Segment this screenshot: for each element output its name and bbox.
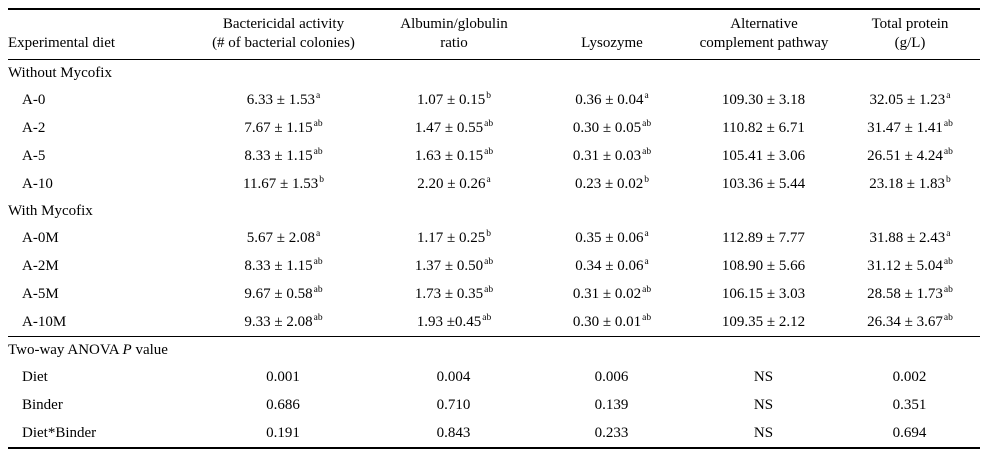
table-cell: 1.63 ± 0.15ab (414, 147, 494, 164)
table-cell: 109.35 ± 2.12 (721, 314, 806, 330)
table-cell: 0.139 (594, 397, 629, 413)
table-cell: 5.67 ± 2.08a (246, 229, 321, 246)
section-title: Without Mycofix (8, 65, 112, 81)
table-row: A-0 6.33 ± 1.53a 1.07 ± 0.15b 0.36 ± 0.0… (8, 86, 980, 114)
table-cell: 0.001 (266, 369, 300, 385)
row-label: A-5M (22, 286, 59, 302)
table-cell: 1.73 ± 0.35ab (414, 285, 494, 302)
table-cell: NS (753, 397, 774, 413)
section-title: With Mycofix (8, 203, 93, 219)
table-cell: 7.67 ± 1.15ab (244, 119, 323, 136)
row-label: A-5 (22, 148, 46, 164)
row-label: A-10 (22, 176, 53, 192)
table-cell: 112.89 ± 7.77 (722, 230, 805, 246)
table-cell: 9.33 ± 2.08ab (244, 313, 323, 330)
table-cell: 0.30 ± 0.01ab (572, 313, 652, 330)
table-row: Diet*Binder 0.191 0.843 0.233 NS 0.694 (8, 419, 980, 448)
table-cell: 1.37 ± 0.50ab (414, 257, 494, 274)
section-title: Two-way ANOVA P value (8, 336, 980, 363)
col-header-alternative-complement-pathway: Alternative complement pathway (688, 9, 840, 60)
table-cell: 2.20 ± 0.26a (417, 175, 491, 192)
table-cell: 31.12 ± 5.04ab (867, 257, 953, 274)
header-row: Experimental diet Bactericidal activity … (8, 9, 980, 60)
table-cell: 1.93 ±0.45ab (416, 313, 492, 330)
table-cell: 0.31 ± 0.02ab (572, 285, 652, 302)
table-row: Diet 0.001 0.004 0.006 NS 0.002 (8, 363, 980, 391)
row-label: A-2 (22, 120, 46, 136)
table-cell: 0.35 ± 0.06a (575, 229, 649, 246)
table-cell: 109.30 ± 3.18 (721, 92, 806, 108)
table-cell: 23.18 ± 1.83b (869, 175, 951, 192)
table-cell: 31.88 ± 2.43a (869, 229, 951, 246)
table-cell: 110.82 ± 6.71 (722, 120, 805, 136)
table-row: Binder 0.686 0.710 0.139 NS 0.351 (8, 391, 980, 419)
col-header-total-protein: Total protein (g/L) (840, 9, 980, 60)
table-cell: NS (753, 425, 774, 441)
row-label: A-10M (22, 314, 67, 330)
row-label: A-0M (22, 230, 59, 246)
col-header-albumin-globulin-ratio: Albumin/globulin ratio (372, 9, 536, 60)
table-cell: 26.51 ± 4.24ab (867, 147, 953, 164)
row-label: Diet (22, 369, 48, 385)
table-cell: 28.58 ± 1.73ab (867, 285, 953, 302)
results-table: Experimental diet Bactericidal activity … (8, 8, 980, 449)
table-cell: 0.30 ± 0.05ab (572, 119, 652, 136)
section-with-mycofix: With Mycofix A-0M 5.67 ± 2.08a 1.17 ± 0.… (8, 198, 980, 337)
section-title-row: With Mycofix (8, 198, 980, 224)
table-cell: 1.17 ± 0.25b (417, 229, 491, 246)
table-cell: 1.47 ± 0.55ab (414, 119, 494, 136)
table-row: A-0M 5.67 ± 2.08a 1.17 ± 0.25b 0.35 ± 0.… (8, 224, 980, 252)
table-cell: 0.31 ± 0.03ab (572, 147, 652, 164)
table-cell: 106.15 ± 3.03 (721, 286, 806, 302)
table-cell: 0.233 (594, 425, 629, 441)
table-cell: 8.33 ± 1.15ab (244, 147, 323, 164)
section-without-mycofix: Without Mycofix A-0 6.33 ± 1.53a 1.07 ± … (8, 60, 980, 199)
table-cell: 0.686 (266, 397, 300, 413)
col-header-lysozyme: Lysozyme (536, 9, 688, 60)
table-cell: 11.67 ± 1.53b (243, 175, 324, 192)
table-cell: 0.006 (594, 369, 629, 385)
table-cell: 0.36 ± 0.04a (575, 91, 649, 108)
table-cell: 0.694 (892, 425, 927, 441)
table-cell: 26.34 ± 3.67ab (867, 313, 953, 330)
table-cell: 32.05 ± 1.23a (869, 91, 951, 108)
table-row: A-2 7.67 ± 1.15ab 1.47 ± 0.55ab 0.30 ± 0… (8, 114, 980, 142)
table-row: A-10M 9.33 ± 2.08ab 1.93 ±0.45ab 0.30 ± … (8, 308, 980, 337)
table-row: A-5 8.33 ± 1.15ab 1.63 ± 0.15ab 0.31 ± 0… (8, 142, 980, 170)
section-title-row: Without Mycofix (8, 60, 980, 87)
table-cell: 1.07 ± 0.15b (417, 91, 491, 108)
table-row: A-2M 8.33 ± 1.15ab 1.37 ± 0.50ab 0.34 ± … (8, 252, 980, 280)
table-cell: 0.710 (436, 397, 471, 413)
table-row: A-5M 9.67 ± 0.58ab 1.73 ± 0.35ab 0.31 ± … (8, 280, 980, 308)
col-header-bactericidal-activity: Bactericidal activity (# of bacterial co… (195, 9, 372, 60)
table-cell: 6.33 ± 1.53a (246, 91, 321, 108)
row-label: Diet*Binder (22, 425, 97, 441)
table-cell: 105.41 ± 3.06 (721, 148, 806, 164)
section-title-row: Two-way ANOVA P value (8, 336, 980, 363)
section-anova: Two-way ANOVA P value Diet 0.001 0.004 0… (8, 336, 980, 449)
table-header: Experimental diet Bactericidal activity … (8, 9, 980, 60)
table-cell: NS (753, 369, 774, 385)
table-cell: 0.23 ± 0.02b (575, 175, 649, 192)
table-cell: 8.33 ± 1.15ab (244, 257, 323, 274)
table-cell: 0.351 (892, 397, 927, 413)
table-cell: 0.34 ± 0.06a (575, 257, 649, 274)
table-cell: 0.004 (436, 369, 471, 385)
table-cell: 103.36 ± 5.44 (721, 176, 806, 192)
row-label: A-2M (22, 258, 59, 274)
row-label: Binder (22, 397, 63, 413)
table-cell: 108.90 ± 5.66 (721, 258, 806, 274)
col-header-experimental-diet: Experimental diet (8, 9, 195, 60)
table-row: A-10 11.67 ± 1.53b 2.20 ± 0.26a 0.23 ± 0… (8, 170, 980, 198)
table-cell: 0.002 (892, 369, 927, 385)
table-cell: 0.191 (266, 425, 300, 441)
table-cell: 31.47 ± 1.41ab (867, 119, 953, 136)
table-cell: 0.843 (436, 425, 471, 441)
table-cell: 9.67 ± 0.58ab (244, 285, 323, 302)
row-label: A-0 (22, 92, 46, 108)
